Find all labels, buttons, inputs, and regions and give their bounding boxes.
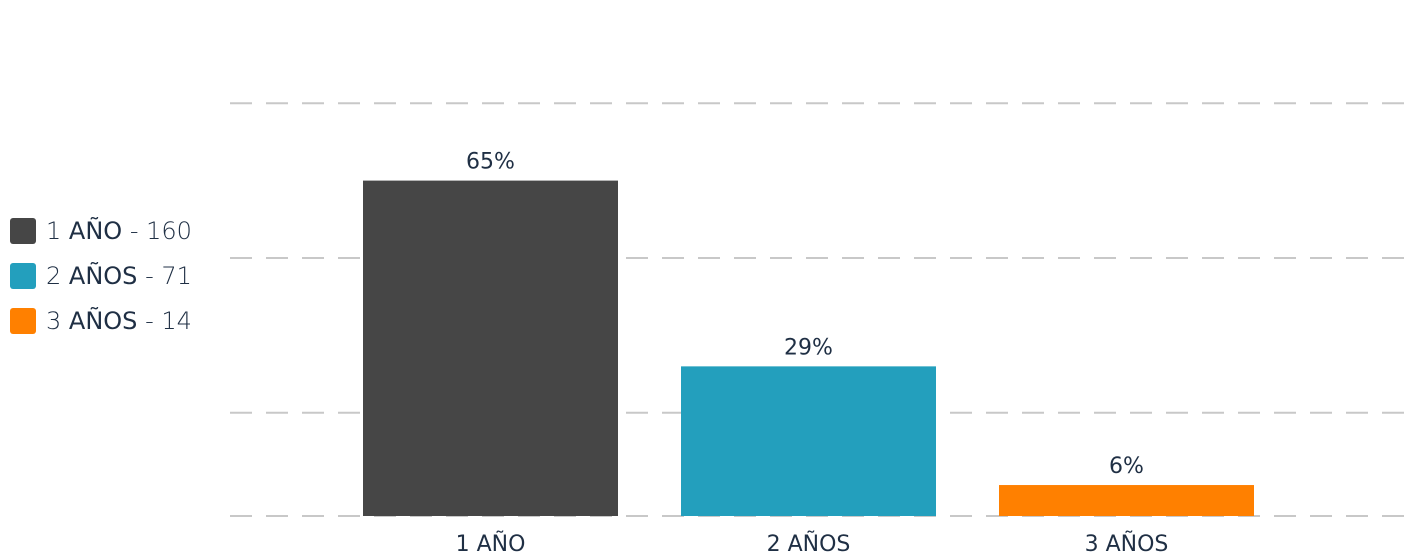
legend-swatch xyxy=(10,217,36,244)
legend-number: 3 xyxy=(46,306,62,335)
x-tick-label-3: 3 AÑOS xyxy=(1085,530,1169,555)
legend-swatch xyxy=(10,262,36,289)
x-tick-label-1: 1 AÑO xyxy=(456,530,526,555)
value-label-1: 65% xyxy=(466,150,515,175)
bars xyxy=(363,180,1254,516)
legend-item-1-ano: 1 AÑO - 160 xyxy=(10,208,192,253)
value-label-3: 6% xyxy=(1109,454,1144,479)
legend-number: 1 xyxy=(46,216,62,245)
legend: 1 AÑO - 160 2 AÑOS - 71 3 AÑOS - 14 xyxy=(10,208,192,343)
legend-number: 2 xyxy=(46,261,62,290)
legend-count: - 160 xyxy=(129,216,192,245)
bar-1 xyxy=(363,180,618,516)
legend-name: AÑOS xyxy=(68,306,138,335)
value-label-2: 29% xyxy=(784,335,833,360)
x-axis-tick-labels: 1 AÑO 2 AÑOS 3 AÑOS xyxy=(456,530,1169,555)
legend-name: AÑO xyxy=(68,216,123,245)
legend-count: - 71 xyxy=(145,261,192,290)
x-tick-label-2: 2 AÑOS xyxy=(767,530,851,555)
legend-item-2-anos: 2 AÑOS - 71 xyxy=(10,253,192,298)
legend-item-3-anos: 3 AÑOS - 14 xyxy=(10,298,192,343)
legend-name: AÑOS xyxy=(68,261,138,290)
legend-count: - 14 xyxy=(145,306,192,335)
bar-3 xyxy=(999,485,1254,516)
bar-2 xyxy=(681,366,936,516)
legend-swatch xyxy=(10,307,36,334)
value-labels: 65% 29% 6% xyxy=(466,150,1144,479)
